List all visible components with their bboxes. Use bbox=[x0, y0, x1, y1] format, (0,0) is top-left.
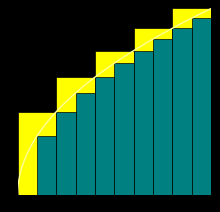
Bar bbox=[192, 18, 211, 195]
Bar bbox=[56, 112, 76, 195]
Bar bbox=[76, 93, 95, 195]
Bar bbox=[172, 8, 211, 195]
Bar bbox=[134, 50, 153, 195]
Bar bbox=[37, 136, 56, 195]
Bar bbox=[95, 50, 134, 195]
Bar bbox=[134, 28, 172, 195]
Bar bbox=[56, 77, 95, 195]
Bar bbox=[18, 112, 56, 195]
Bar bbox=[153, 39, 172, 195]
Bar bbox=[114, 63, 134, 195]
Bar bbox=[172, 28, 192, 195]
Bar bbox=[95, 77, 114, 195]
